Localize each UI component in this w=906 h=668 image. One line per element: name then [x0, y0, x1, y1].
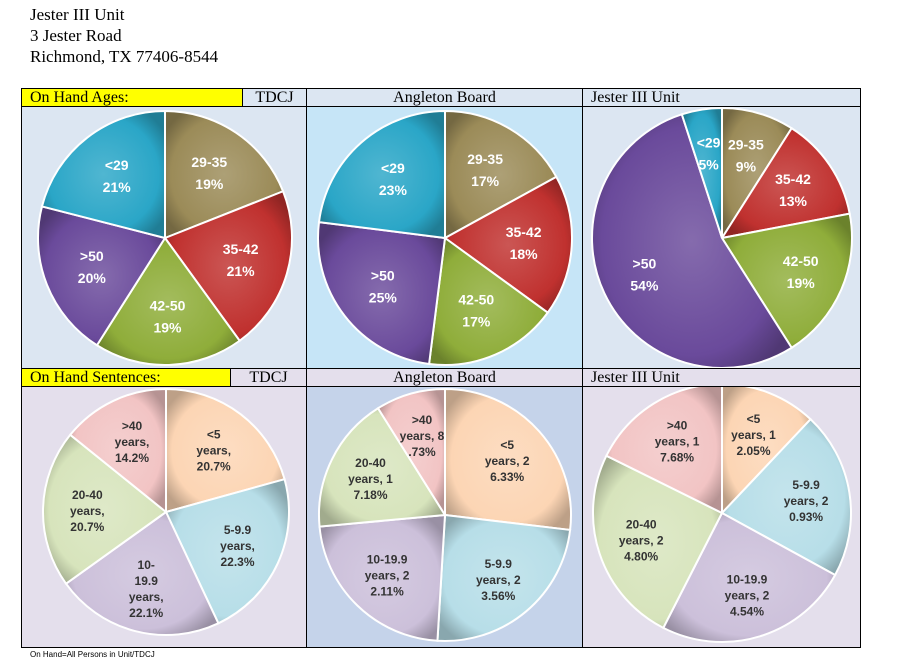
slice-label: <5 years, 1 2.05%: [731, 412, 776, 458]
pie-slice-35-42: [163, 189, 293, 343]
sentences-header-angleton: Angleton Board: [306, 368, 583, 387]
slice-label: >40 years, 1 7.68%: [655, 419, 700, 465]
pie-slice-29-35: [164, 109, 285, 240]
pie-slice--5-years: [165, 387, 286, 514]
slice-label: 10-19.9 years, 2 4.54%: [725, 572, 770, 618]
slice-label: 42-50 17%: [458, 291, 494, 329]
slice-label: <5 years, 2 6.33%: [485, 438, 530, 484]
slice-label: 29-35 17%: [467, 151, 503, 189]
pie-slice--50: [317, 220, 447, 366]
sentences-tdcj-panel: <5 years, 20.7% 5-9.9 years, 22.3% 10-19.9 year…: [21, 386, 307, 648]
pie-slice-5-9-9-years: [436, 513, 572, 642]
sentences-title: On Hand Sentences:: [21, 368, 231, 387]
slice-label: >50 20%: [78, 248, 107, 286]
address-line-3: Richmond, TX 77406-8544: [30, 47, 219, 66]
sentences-header-jester: Jester III Unit: [582, 368, 861, 387]
pie-slice--5-years: [721, 387, 813, 516]
ages-tdcj-pie: 29-35 19% 35-42 21% 42-50 19% >50 20% <29 21%: [37, 109, 293, 367]
slice-label: 10-19.9 years, 22.1%: [129, 558, 164, 620]
footnote: On Hand=All Persons in Unit/TDCJ: [30, 650, 155, 659]
slice-label: <29 23%: [379, 160, 408, 198]
pie-slice-20-40-years: [592, 454, 724, 630]
sentences-angleton-panel: <5 years, 2 6.33% 5-9.9 years, 2 3.56% 10-19.9…: [306, 386, 583, 648]
pie-slice-42-50: [95, 236, 242, 367]
pie-slice-35-42: [443, 175, 573, 315]
slice-label: >40 years, 14.2%: [115, 419, 150, 465]
pie-slice--29: [680, 107, 723, 239]
slice-label: <5 years, 20.7%: [196, 427, 231, 473]
slice-label: 42-50 19%: [783, 253, 819, 291]
slice-label: 35-42 21%: [223, 241, 259, 279]
sentences-jester-pie: <5 years, 1 2.05%5-9.9 years, 2 0.93% 10-19.9…: [592, 387, 852, 643]
slice-label: 5-9.9 years, 22.3%: [220, 523, 255, 569]
ages-header-jester: Jester III Unit: [582, 88, 861, 107]
pie-slice--50: [591, 113, 794, 368]
slice-label: 29-35 9%: [728, 137, 764, 175]
pie-slice-42-50: [720, 212, 853, 350]
pie-slice--50: [37, 205, 167, 347]
slice-label: 10-19.9 years, 2 2.11%: [365, 553, 410, 599]
slice-label: 20-40 years, 2 4.80%: [619, 518, 664, 564]
address-line-2: 3 Jester Road: [30, 26, 122, 45]
pie-slice-35-42: [719, 126, 851, 240]
pie-slice--29: [40, 109, 166, 240]
address-block: Jester III Unit 3 Jester Road Richmond, …: [30, 4, 218, 67]
pie-slice-10-19-9-years: [64, 510, 220, 636]
pie-slice-42-50: [427, 236, 550, 366]
pie-slice--29: [317, 109, 446, 240]
sentences-jester-panel: <5 years, 1 2.05% 5-9.9 years, 2 0.93% 10-19.9…: [582, 386, 861, 648]
pie-slice--40-years: [68, 387, 167, 515]
slice-label: 20-40 years, 1 7.18%: [348, 456, 393, 502]
slice-label: <29 5%: [697, 134, 721, 172]
ages-jester-panel: 29-35 9% 35-42 13% 42-50 19% >50 54% <29 5%: [582, 106, 861, 369]
slice-label: <29 21%: [103, 157, 132, 195]
ages-header-tdcj: TDCJ: [242, 88, 307, 107]
slice-label: 5-9.9 years, 2 3.56%: [476, 557, 521, 603]
ages-tdcj-panel: 29-35 19% 35-42 21% 42-50 19% >50 20% <29 21%: [21, 106, 307, 369]
ages-angleton-panel: 29-35 17% 35-42 18% 42-50 17% >50 25% <29 23%: [306, 106, 583, 369]
ages-jester-pie: 29-35 9% 35-42 13% 42-50 19% >50 54% <29 5%: [591, 107, 853, 368]
pie-slice-5-9-9-years: [164, 477, 290, 625]
pie-slice--5-years: [444, 387, 572, 532]
pie-slice--40-years: [605, 387, 723, 515]
slice-label: 35-42 13%: [775, 171, 811, 209]
pie-slice-20-40-years: [318, 406, 447, 528]
pie-slice--40-years: [376, 387, 446, 519]
sentences-angleton-pie: <5 years, 2 6.33% 5-9.9 years, 2 3.56% 10-19.9…: [318, 387, 572, 642]
slice-label: >40 years, 8.73%: [400, 413, 445, 459]
address-line-1: Jester III Unit: [30, 5, 125, 24]
ages-angleton-pie: 29-35 17%35-42 18% 42-50 17% >50 25% <29 23%: [317, 109, 573, 366]
slice-label: 35-42 18%: [506, 224, 542, 262]
pie-slice-5-9-9-years: [720, 417, 852, 577]
sentences-header-tdcj: TDCJ: [230, 368, 307, 387]
ages-header-angleton: Angleton Board: [306, 88, 583, 107]
pie-slice-29-35: [444, 109, 558, 240]
slice-label: 20-40 years, 20.7%: [70, 488, 105, 534]
slice-label: >50 25%: [369, 267, 398, 305]
ages-title: On Hand Ages:: [21, 88, 243, 107]
sentences-tdcj-pie: <5 years, 20.7% 5-9.9 years, 22.3% 10-19.9 year…: [42, 387, 290, 636]
slice-label: 29-35 19%: [191, 154, 227, 192]
slice-label: >50 54%: [630, 256, 659, 294]
slice-label: 5-9.9 years, 2 0.93%: [784, 478, 829, 524]
pie-slice-10-19-9-years: [318, 513, 447, 642]
slice-label: 42-50 19%: [150, 298, 186, 336]
pie-slice-20-40-years: [42, 433, 168, 586]
